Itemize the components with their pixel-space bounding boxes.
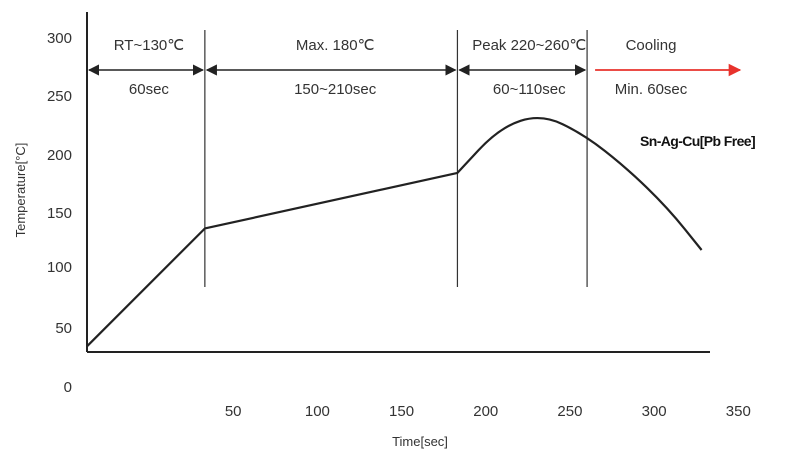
y-tick-label: 150 (47, 205, 72, 222)
x-tick-labels: 50 100 150 200 250 300 350 (225, 403, 751, 420)
zone-duration: 60sec (129, 81, 170, 98)
y-tick-label: 250 (47, 88, 72, 105)
x-tick-label: 300 (642, 403, 667, 420)
y-axis-label: Temperature[°C] (13, 143, 28, 238)
zone-markers: RT~130℃ 60sec Max. 180℃ 150~210sec Peak 220~… (87, 30, 742, 287)
zone-label: Peak 220~260℃ (472, 37, 586, 54)
x-tick-label: 50 (225, 403, 242, 420)
zone-label: Cooling (626, 37, 677, 54)
y-tick-label: 200 (47, 147, 72, 164)
y-tick-label: 100 (47, 259, 72, 276)
zone-duration: 60~110sec (493, 81, 566, 98)
x-axis-label: Time[sec] (392, 434, 448, 449)
x-tick-label: 100 (305, 403, 330, 420)
series-label: Sn-Ag-Cu[Pb Free] (640, 133, 755, 149)
axes (86, 12, 710, 353)
x-tick-label: 200 (473, 403, 498, 420)
y-tick-label: 300 (47, 30, 72, 47)
x-tick-label: 250 (557, 403, 582, 420)
temperature-curve (86, 116, 703, 348)
x-tick-label: 350 (726, 403, 751, 420)
zone-label: RT~130℃ (114, 37, 184, 54)
zone-label: Max. 180℃ (296, 37, 375, 54)
x-tick-label: 150 (389, 403, 414, 420)
y-tick-label: 50 (55, 320, 72, 337)
curve-layer (86, 116, 703, 348)
zone-duration: Min. 60sec (615, 81, 688, 98)
zone-duration: 150~210sec (294, 81, 377, 98)
y-tick-label: 0 (64, 379, 72, 396)
y-tick-labels: 0 50 100 150 200 250 300 (47, 30, 72, 396)
